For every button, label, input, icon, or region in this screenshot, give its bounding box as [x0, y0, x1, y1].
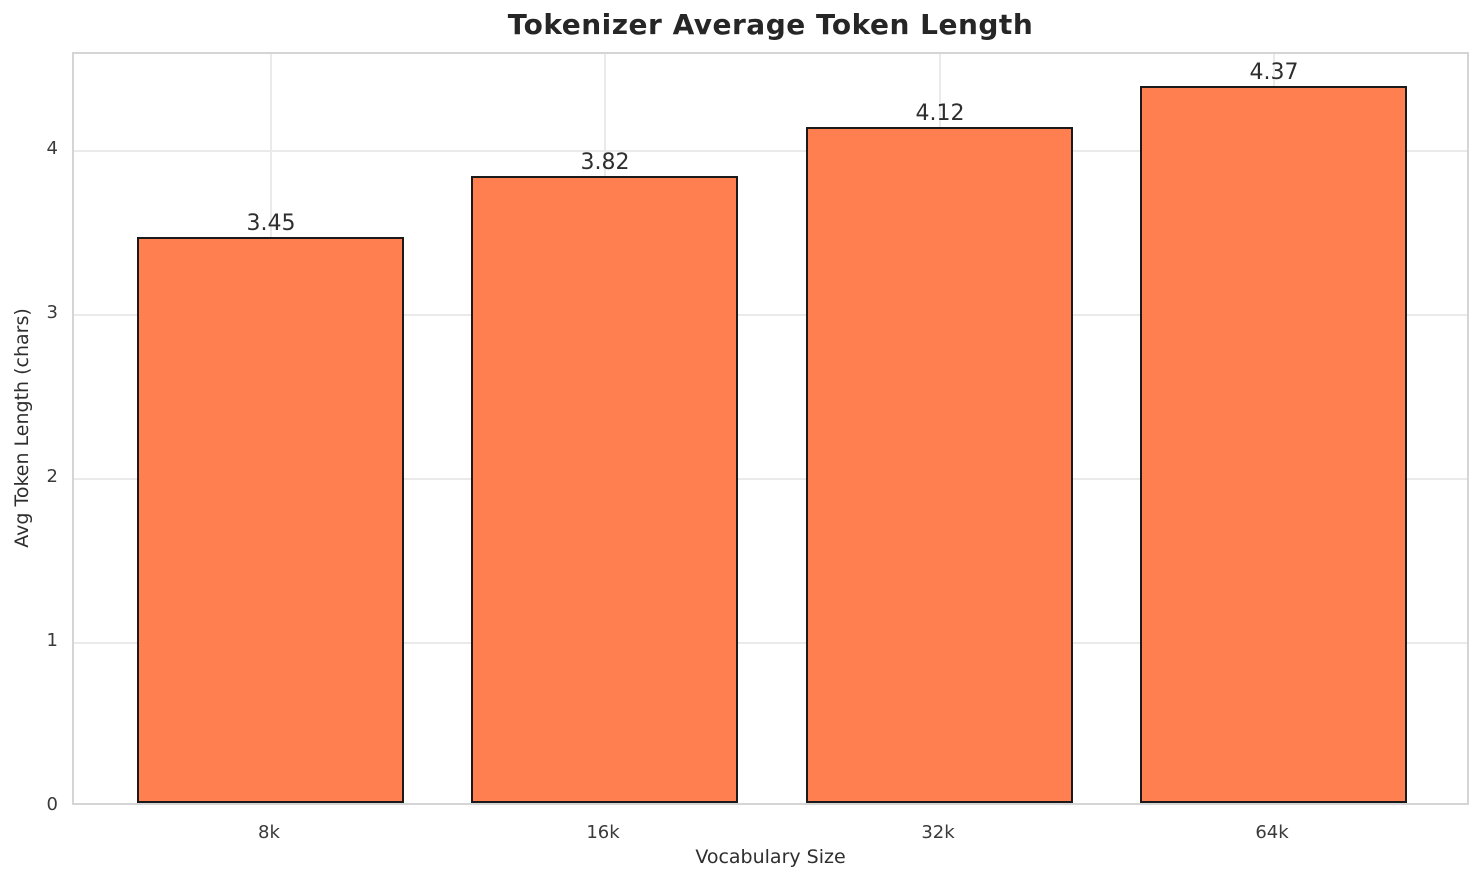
bar-32k [806, 127, 1073, 803]
bar-value-label: 4.37 [1249, 60, 1299, 85]
y-tick-label: 1 [46, 630, 58, 651]
y-tick-label: 2 [46, 466, 58, 487]
gridline-horizontal [74, 642, 1467, 644]
bar-value-label: 3.45 [246, 211, 296, 236]
x-tick-label: 64k [1255, 822, 1289, 843]
x-tick-label: 16k [586, 822, 620, 843]
gridline-horizontal [74, 478, 1467, 480]
chart-title: Tokenizer Average Token Length [507, 8, 1034, 41]
bar-8k [137, 237, 404, 803]
y-axis-label: Avg Token Length (chars) [11, 308, 33, 548]
plot-area: 3.45 3.82 4.12 4.37 [72, 52, 1469, 805]
gridline-horizontal [74, 314, 1467, 316]
x-axis-label: Vocabulary Size [695, 846, 846, 868]
bar-16k [471, 176, 738, 803]
bar-64k [1140, 86, 1407, 803]
gridline-horizontal [74, 150, 1467, 152]
x-tick-label: 8k [258, 822, 280, 843]
x-tick-label: 32k [921, 822, 955, 843]
y-tick-label: 3 [46, 302, 58, 323]
bar-value-label: 4.12 [915, 101, 965, 126]
y-tick-label: 0 [46, 794, 58, 815]
y-tick-label: 4 [46, 138, 58, 159]
bar-value-label: 3.82 [580, 150, 630, 175]
